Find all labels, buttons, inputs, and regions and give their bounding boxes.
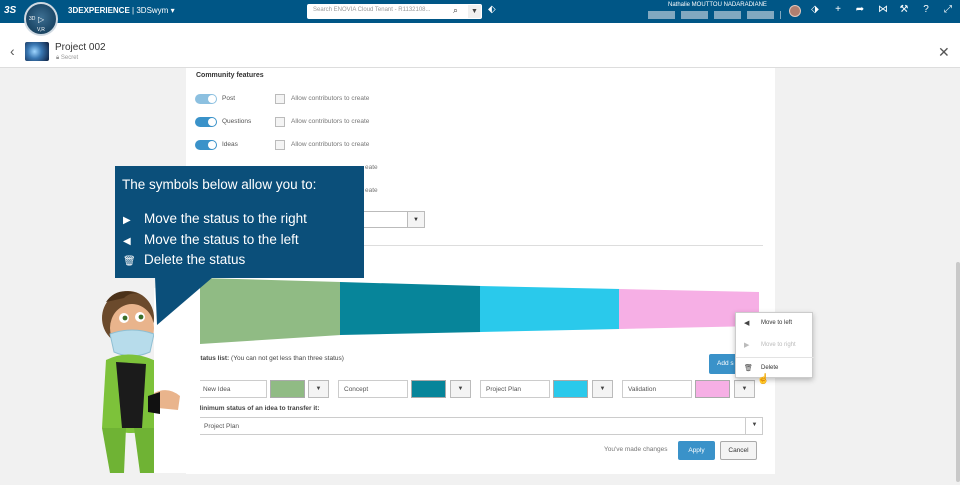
callout-line-right: ▶ Move the status to the right xyxy=(123,211,307,226)
tools-icon[interactable]: ⚒ xyxy=(899,4,909,15)
brand: 3DEXPERIENCE | 3DSwym ▾ xyxy=(68,6,175,15)
status-name-concept[interactable]: Concept xyxy=(338,380,408,398)
callout-tail xyxy=(155,277,213,325)
funnel-segment-validation xyxy=(619,289,759,329)
funnel-segment-concept xyxy=(340,282,481,335)
post-allow-checkbox[interactable] xyxy=(275,94,285,104)
status-context-menu: ◀ Move to left ▶ Move to right 🗑 Delete xyxy=(735,312,814,379)
tag-icon[interactable]: ⬖ xyxy=(488,4,496,15)
community-features-title: Community features xyxy=(196,72,264,79)
menu-move-left[interactable]: ◀ Move to left xyxy=(744,320,793,327)
menu-delete[interactable]: 🗑 Delete xyxy=(736,357,814,379)
changes-notice: You've made changes xyxy=(604,446,668,453)
status-color-new-idea[interactable] xyxy=(270,380,305,398)
post-toggle[interactable] xyxy=(195,94,217,104)
status-menu-new-idea[interactable]: ▼ xyxy=(308,380,329,398)
divider xyxy=(196,245,763,246)
search-scope-dropdown[interactable]: ▼ xyxy=(468,5,481,18)
scrollbar[interactable] xyxy=(956,262,960,482)
min-status-select[interactable]: Project Plan xyxy=(196,417,763,435)
status-menu-project-plan[interactable]: ▼ xyxy=(592,380,613,398)
share-icon[interactable]: ⬗ xyxy=(811,4,819,15)
add-status-button[interactable]: Add s xyxy=(709,354,741,374)
add-icon[interactable]: + xyxy=(835,4,841,15)
hand-cursor-icon: ☝ xyxy=(757,374,770,385)
status-list-label: Status list: (You can not get less than … xyxy=(196,355,344,362)
questions-allow-checkbox[interactable] xyxy=(275,117,285,127)
menu-move-right[interactable]: ▶ Move to right xyxy=(744,342,796,349)
page-title: Project 002 xyxy=(55,42,106,53)
search-input[interactable]: Search ENOVIA Cloud Tenant - R1132108... xyxy=(313,7,431,13)
back-icon[interactable]: ‹ xyxy=(10,43,15,59)
status-color-validation[interactable] xyxy=(695,380,730,398)
compass-icon[interactable]: 3D V,R ▷ xyxy=(24,2,58,36)
top-bar: 3S 3DEXPERIENCE | 3DSwym ▾ Search ENOVIA… xyxy=(0,0,960,23)
callout-line-left: ◀ Move the status to the left xyxy=(123,232,299,247)
status-color-concept[interactable] xyxy=(411,380,446,398)
feature-select[interactable] xyxy=(360,211,408,228)
funnel-segment-new-idea xyxy=(200,278,341,344)
ideas-toggle[interactable] xyxy=(195,140,217,150)
visibility-label: 🔒︎ Secret xyxy=(56,55,79,61)
status-menu-concept[interactable]: ▼ xyxy=(450,380,471,398)
close-icon[interactable]: ✕ xyxy=(938,44,950,60)
fullscreen-icon[interactable]: ⤢ xyxy=(944,4,952,15)
forward-icon[interactable]: ➦ xyxy=(855,4,865,15)
move-right-icon: ▶ xyxy=(744,342,750,349)
user-name-blurred xyxy=(648,11,781,19)
apply-button[interactable]: Apply xyxy=(678,441,715,460)
trash-icon: 🗑 xyxy=(123,256,136,267)
trash-icon: 🗑 xyxy=(744,365,753,372)
network-icon[interactable]: ⋈ xyxy=(878,4,888,15)
right-arrow-icon: ▶ xyxy=(123,215,131,226)
questions-toggle[interactable] xyxy=(195,117,217,127)
ideas-allow-checkbox[interactable] xyxy=(275,140,285,150)
project-thumbnail xyxy=(25,42,49,61)
callout-title: The symbols below allow you to: xyxy=(122,177,317,192)
min-status-label: Minimum status of an idea to transfer it… xyxy=(196,405,320,412)
status-menu-validation[interactable]: ▼ xyxy=(734,380,755,398)
avatar[interactable] xyxy=(789,5,801,17)
search-box[interactable]: Search ENOVIA Cloud Tenant - R1132108...… xyxy=(307,4,482,19)
left-arrow-icon: ◀ xyxy=(123,236,131,247)
chevron-down-icon[interactable]: ▼ xyxy=(745,417,763,435)
move-left-icon: ◀ xyxy=(744,320,750,327)
search-icon[interactable]: ⌕ xyxy=(453,5,459,15)
status-name-validation[interactable]: Validation xyxy=(622,380,692,398)
status-funnel xyxy=(200,278,759,344)
callout-line-delete: 🗑 Delete the status xyxy=(123,252,246,267)
cancel-button[interactable]: Cancel xyxy=(720,441,757,460)
mascot-illustration xyxy=(102,288,200,473)
lock-icon: 🔒︎ xyxy=(56,55,60,61)
chevron-down-icon[interactable]: ▼ xyxy=(407,211,425,228)
status-name-project-plan[interactable]: Project Plan xyxy=(480,380,550,398)
status-color-project-plan[interactable] xyxy=(553,380,588,398)
status-name-new-idea[interactable]: New Idea xyxy=(197,380,267,398)
funnel-segment-project-plan xyxy=(480,286,620,332)
project-header: ‹ xyxy=(0,23,960,68)
tutorial-callout: The symbols below allow you to: ▶ Move th… xyxy=(115,166,364,278)
ds-logo: 3S xyxy=(4,5,17,16)
user-name[interactable]: Nathalie MOUTTOU NADARADIANE xyxy=(668,2,767,8)
help-icon[interactable]: ? xyxy=(923,4,929,15)
